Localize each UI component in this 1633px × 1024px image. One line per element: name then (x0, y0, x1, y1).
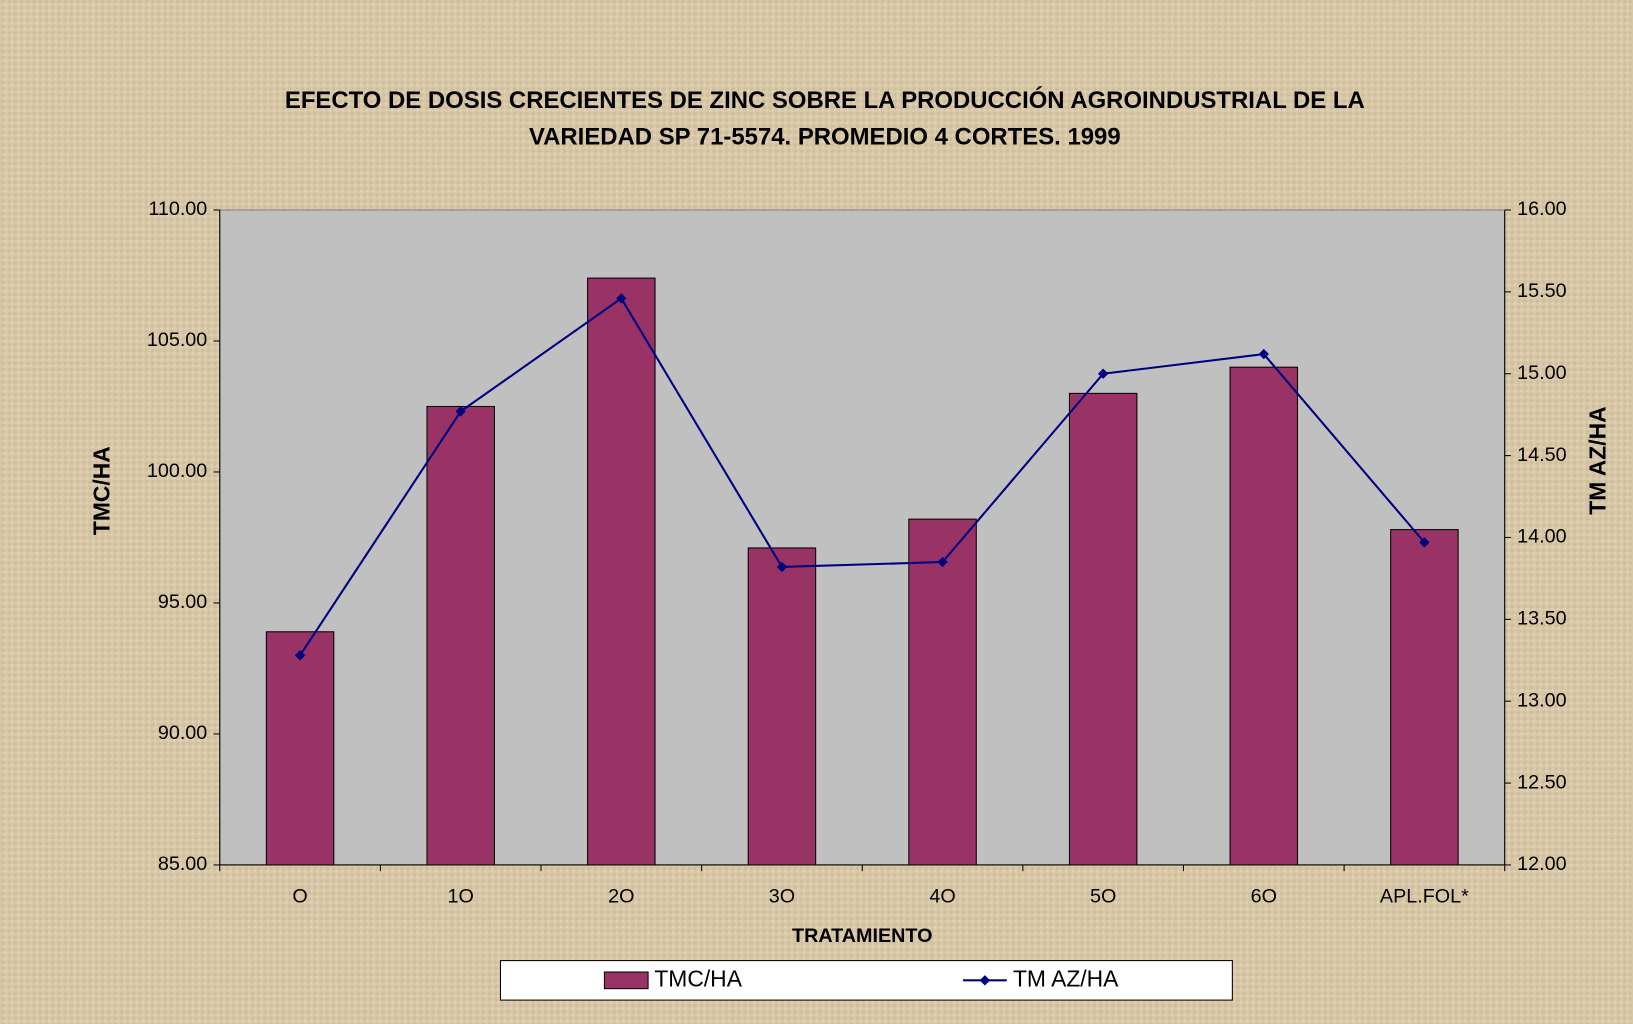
bar (908, 518, 977, 866)
bar (587, 277, 656, 866)
bar (1390, 529, 1459, 866)
y2-tick-label: 14.50 (1517, 444, 1566, 466)
y2-tick-label: 15.00 (1517, 362, 1566, 384)
chart-title: EFECTO DE DOSIS CRECIENTES DE ZINC SOBRE… (285, 86, 1365, 114)
y2-tick-label: 12.00 (1517, 853, 1566, 875)
bar (1068, 392, 1138, 866)
x-tick-label: 3O (769, 885, 795, 907)
y2-tick-label: 14.00 (1517, 526, 1566, 548)
marker (616, 293, 627, 304)
marker (1097, 368, 1109, 379)
y2-tick-label: 15.50 (1517, 280, 1566, 302)
y-tick-label: 100.00 (147, 460, 207, 482)
legend-marker (979, 975, 991, 986)
y2-tick-label: 16.00 (1517, 198, 1566, 220)
marker (937, 556, 948, 568)
y-axis-label: TMC/HA (88, 446, 114, 535)
marker (294, 650, 306, 661)
y2-tick-label: 12.50 (1517, 771, 1566, 793)
bar (426, 405, 495, 866)
plot-area (219, 209, 1506, 866)
x-tick-label: 5O (1090, 885, 1116, 907)
y2-tick-label: 13.50 (1517, 608, 1566, 630)
y-tick-label: 90.00 (158, 722, 207, 744)
line (299, 296, 1426, 656)
y-tick-label: 110.00 (148, 198, 207, 220)
x-tick-label: 1O (448, 885, 474, 907)
y2-tick-label: 13.00 (1517, 689, 1566, 711)
y-tick-label: 105.00 (147, 329, 207, 351)
legend-label: TMC/HA (654, 965, 742, 991)
x-tick-label: 6O (1251, 885, 1277, 907)
x-tick-label: 4O (929, 885, 955, 907)
y2-axis-label: TM AZ/HA (1584, 406, 1610, 514)
x-axis-label: TRATAMIENTO (792, 925, 932, 947)
chart-title: VARIEDAD SP 71-5574. PROMEDIO 4 CORTES. … (529, 124, 1121, 151)
x-tick-label: O (292, 885, 307, 907)
bar (747, 547, 817, 866)
y-tick-label: 85.00 (158, 853, 207, 875)
bar (265, 631, 335, 866)
legend-label: TM AZ/HA (1013, 965, 1119, 991)
x-tick-label: APL.FOL* (1380, 885, 1469, 907)
legend-swatch (603, 971, 649, 990)
marker (1419, 537, 1430, 548)
y-tick-label: 95.00 (158, 591, 207, 613)
bar (1229, 366, 1299, 866)
marker (776, 561, 788, 573)
x-tick-label: 2O (608, 885, 634, 907)
